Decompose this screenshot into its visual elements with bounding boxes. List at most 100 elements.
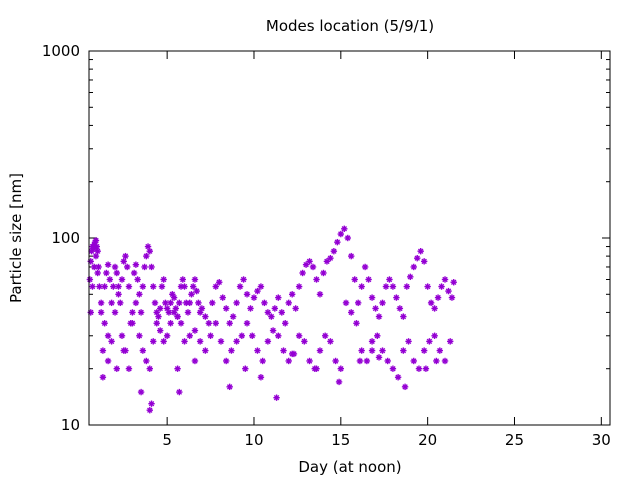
data-point <box>160 276 167 283</box>
data-point <box>93 243 101 250</box>
x-tick-label: 20 <box>418 431 437 449</box>
data-point <box>125 365 133 372</box>
data-point <box>95 263 102 271</box>
data-point <box>316 291 324 298</box>
data-point <box>233 299 240 307</box>
minor-ticks <box>89 59 610 370</box>
data-point <box>313 365 320 372</box>
data-point <box>441 357 449 365</box>
data-point <box>191 357 199 365</box>
data-point <box>445 287 452 295</box>
data-point <box>299 269 306 277</box>
data-point <box>368 294 376 301</box>
data-point <box>240 276 247 283</box>
data-point <box>301 338 308 345</box>
data-point <box>344 234 351 242</box>
data-point <box>363 357 371 365</box>
data-point <box>396 305 404 312</box>
data-point <box>99 374 107 381</box>
data-point <box>321 332 329 339</box>
data-point <box>106 276 114 283</box>
data-point <box>196 338 204 345</box>
data-point <box>92 237 100 244</box>
data-point <box>259 357 266 365</box>
data-point <box>124 263 131 271</box>
data-point <box>261 299 268 307</box>
data-point <box>202 313 209 320</box>
data-point <box>389 365 397 372</box>
data-point <box>120 347 127 354</box>
data-point <box>348 252 355 260</box>
data-point <box>158 283 166 290</box>
data-point <box>332 357 339 365</box>
data-point <box>97 299 105 307</box>
data-point <box>113 269 120 277</box>
data-point <box>191 327 199 334</box>
data-point <box>354 299 362 307</box>
data-point <box>219 294 226 301</box>
data-point <box>236 283 244 290</box>
data-point <box>438 283 445 290</box>
data-point <box>118 276 126 283</box>
data-points <box>86 225 457 414</box>
x-tick-label: 30 <box>592 431 611 449</box>
data-point <box>97 309 105 316</box>
data-point <box>242 365 249 372</box>
data-point <box>358 347 365 354</box>
data-point <box>195 299 202 307</box>
data-point <box>414 254 421 262</box>
data-point <box>243 291 251 298</box>
data-point <box>209 299 216 307</box>
data-point <box>334 238 341 246</box>
data-point <box>170 294 178 301</box>
data-point <box>313 276 320 283</box>
data-point <box>226 320 233 327</box>
data-point <box>337 230 345 238</box>
data-point <box>167 320 174 327</box>
data-point <box>104 261 112 268</box>
data-point <box>122 252 129 260</box>
data-point <box>202 347 209 354</box>
data-point <box>157 305 164 312</box>
x-axis-label: Day (at noon) <box>298 458 401 476</box>
data-point <box>129 309 136 316</box>
data-point <box>111 309 119 316</box>
chart-title: Modes location (5/9/1) <box>266 17 434 35</box>
data-point <box>89 283 96 290</box>
data-point <box>327 254 334 262</box>
data-point <box>233 338 240 345</box>
data-point <box>389 283 397 290</box>
data-point <box>165 309 173 316</box>
data-point <box>374 332 381 339</box>
data-point <box>264 309 272 316</box>
data-point <box>186 299 193 307</box>
data-point <box>249 332 256 339</box>
x-tick-label: 10 <box>244 431 263 449</box>
data-point <box>285 357 292 365</box>
data-point <box>94 247 101 255</box>
data-point <box>101 320 108 327</box>
data-point <box>448 294 456 301</box>
data-point <box>351 276 358 283</box>
data-point <box>320 269 327 277</box>
data-point <box>229 313 237 320</box>
data-point <box>417 247 424 255</box>
data-point <box>155 313 162 320</box>
data-point <box>268 313 275 320</box>
data-point <box>113 365 120 372</box>
data-point <box>205 320 213 327</box>
data-point <box>384 357 391 365</box>
data-point <box>407 273 414 281</box>
data-point <box>275 332 282 339</box>
x-tick-label: 5 <box>162 431 172 449</box>
data-point <box>160 338 167 345</box>
data-point <box>341 225 348 232</box>
data-point <box>273 394 280 401</box>
x-tick-label: 25 <box>505 431 524 449</box>
data-point <box>181 338 188 345</box>
data-point <box>269 327 277 334</box>
data-point <box>403 283 411 290</box>
data-point <box>254 347 261 354</box>
data-point <box>146 247 153 255</box>
